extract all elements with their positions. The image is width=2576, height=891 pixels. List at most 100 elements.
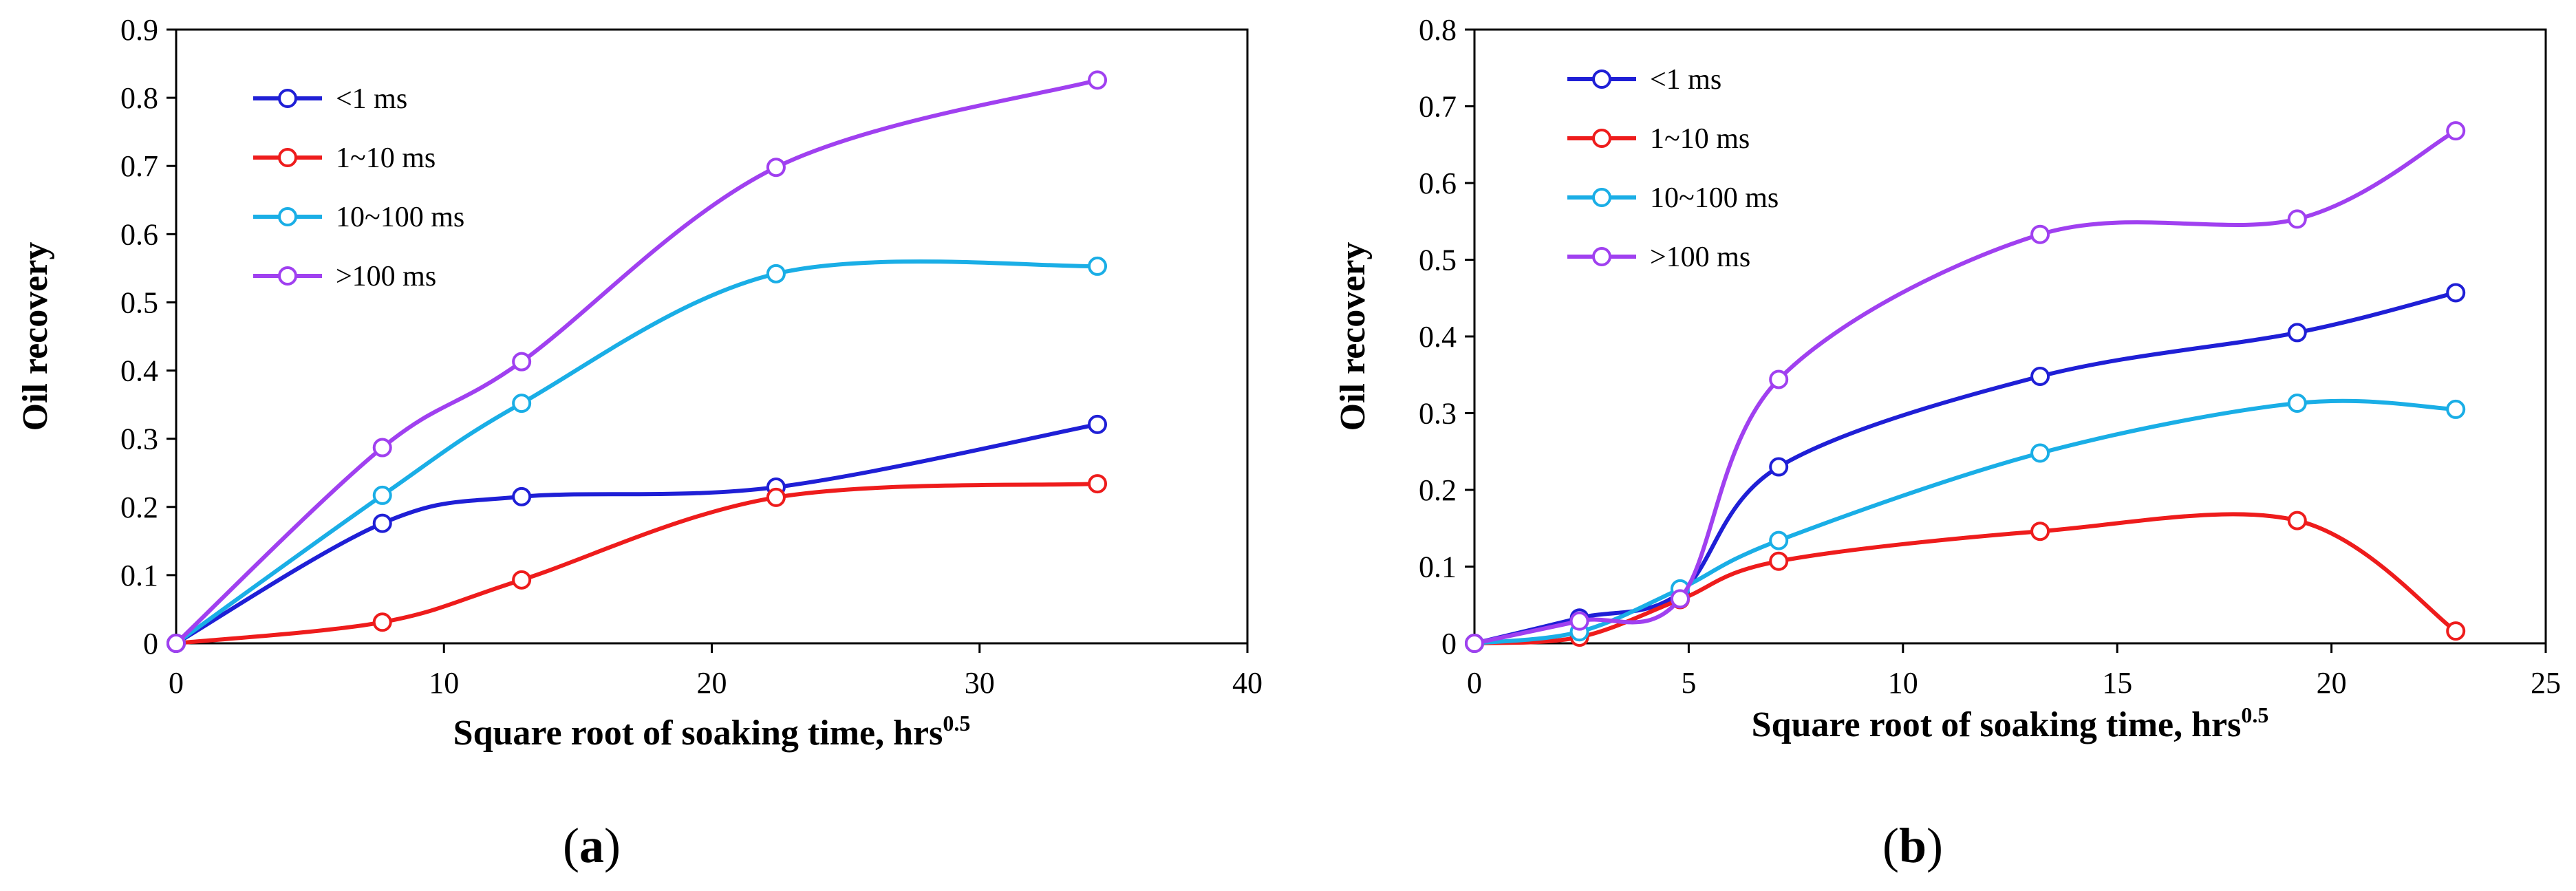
legend-label: 10~100 ms bbox=[1650, 182, 1779, 214]
panel-label-close: ) bbox=[1926, 818, 1943, 873]
x-tick-label: 15 bbox=[2102, 666, 2132, 700]
chart-panel-b: 0 5 10 15 20 25 0 0.1 0.2 0.3 0.4 0.5 0.6 0.7 0.8 Squar… bbox=[1333, 13, 2561, 873]
data-point-marker bbox=[1769, 530, 1789, 550]
series-line bbox=[1472, 290, 2458, 645]
data-point-marker bbox=[766, 487, 786, 507]
data-point-marker bbox=[372, 485, 392, 505]
x-axis-title-text: Square root of soaking time, hrs bbox=[1752, 705, 2242, 744]
legend-marker bbox=[278, 207, 297, 226]
data-point-marker bbox=[1465, 634, 1484, 653]
panel-label: (b) bbox=[1882, 818, 1943, 873]
x-axis-title-superscript: 0.5 bbox=[943, 711, 970, 736]
legend-marker bbox=[1592, 247, 1611, 266]
data-point-marker bbox=[512, 486, 532, 506]
x-tick-label: 10 bbox=[1888, 666, 1918, 700]
panel-label-letter: a bbox=[579, 818, 604, 873]
x-tick-label: 0 bbox=[169, 666, 184, 700]
data-point-marker bbox=[2446, 399, 2466, 419]
data-point-marker bbox=[1670, 589, 1690, 609]
legend-label: <1 ms bbox=[336, 83, 407, 115]
data-point-marker bbox=[1769, 551, 1789, 571]
y-tick-label: 0.3 bbox=[120, 422, 158, 456]
data-point-marker bbox=[2030, 443, 2050, 463]
y-tick-label: 0.2 bbox=[120, 491, 158, 524]
series-0 bbox=[167, 414, 1108, 653]
series-line bbox=[174, 259, 1100, 645]
x-tick-label: 20 bbox=[2317, 666, 2347, 700]
data-point-marker bbox=[2030, 224, 2050, 244]
data-point-marker bbox=[1088, 70, 1108, 90]
legend-label: >100 ms bbox=[1650, 241, 1750, 273]
series-line bbox=[1472, 512, 2458, 645]
y-tick-label: 0.5 bbox=[1419, 244, 1457, 277]
data-point-marker bbox=[2446, 121, 2466, 141]
panel-label: (a) bbox=[563, 818, 621, 873]
y-tick-label: 0.8 bbox=[1419, 13, 1457, 47]
legend-label: 1~10 ms bbox=[1650, 123, 1750, 155]
legend-label: 1~10 ms bbox=[336, 142, 436, 174]
series-line bbox=[174, 78, 1100, 645]
x-tick-label: 10 bbox=[429, 666, 459, 700]
legend: <1 ms 1~10 ms 10~100 ms >100 ms bbox=[253, 83, 464, 292]
x-tick-label: 40 bbox=[1232, 666, 1263, 700]
y-tick-label: 0.8 bbox=[120, 81, 158, 115]
data-point-marker bbox=[372, 612, 392, 632]
data-point-marker bbox=[1088, 414, 1108, 434]
data-point-marker bbox=[512, 570, 532, 590]
y-axis-title: Oil recovery bbox=[16, 242, 55, 431]
x-tick-label: 0 bbox=[1467, 666, 1482, 700]
data-point-marker bbox=[2446, 621, 2466, 641]
data-point-marker bbox=[1569, 611, 1589, 631]
data-point-marker bbox=[1769, 457, 1789, 477]
series-line bbox=[1472, 129, 2458, 645]
x-tick-label: 20 bbox=[697, 666, 727, 700]
y-tick-label: 0.9 bbox=[120, 13, 158, 47]
y-tick-label: 0.3 bbox=[1419, 397, 1457, 431]
series-2 bbox=[167, 256, 1108, 653]
y-tick-label: 0 bbox=[1441, 627, 1457, 661]
data-point-marker bbox=[372, 438, 392, 458]
legend-label: 10~100 ms bbox=[336, 202, 464, 233]
y-tick-label: 0.4 bbox=[120, 354, 158, 388]
data-point-marker bbox=[512, 352, 532, 372]
data-point-marker bbox=[766, 158, 786, 178]
data-point-marker bbox=[2287, 394, 2307, 414]
data-point-marker bbox=[372, 513, 392, 533]
panel-label-open: ( bbox=[563, 818, 579, 873]
y-tick-label: 0.1 bbox=[1419, 550, 1457, 584]
panel-label-close: ) bbox=[604, 818, 621, 873]
x-axis-title-text: Square root of soaking time, hrs bbox=[453, 713, 943, 753]
legend-label: <1 ms bbox=[1650, 64, 1721, 96]
legend-marker bbox=[278, 266, 297, 286]
x-axis-title: Square root of soaking time, hrs0.5 bbox=[1752, 702, 2269, 744]
y-tick-label: 0.7 bbox=[120, 149, 158, 183]
data-point-marker bbox=[1088, 474, 1108, 494]
series-line bbox=[174, 482, 1100, 645]
legend-marker bbox=[1592, 188, 1611, 207]
data-point-marker bbox=[1088, 256, 1108, 276]
series-3 bbox=[1465, 121, 2466, 653]
x-tick-label: 25 bbox=[2531, 666, 2561, 700]
series-line bbox=[174, 422, 1100, 645]
y-tick-label: 0 bbox=[143, 627, 158, 661]
y-tick-label: 0.4 bbox=[1419, 320, 1457, 354]
y-tick-label: 0.2 bbox=[1419, 473, 1457, 507]
plot-area-border bbox=[1473, 28, 2547, 645]
legend-marker bbox=[1592, 69, 1611, 89]
y-axis-title: Oil recovery bbox=[1333, 242, 1373, 431]
data-point-marker bbox=[2287, 323, 2307, 343]
plot-area-border bbox=[175, 28, 1249, 645]
data-point-marker bbox=[2287, 511, 2307, 530]
data-point-marker bbox=[2287, 209, 2307, 229]
data-point-marker bbox=[2030, 522, 2050, 541]
y-tick-label: 0.6 bbox=[120, 217, 158, 251]
legend: <1 ms 1~10 ms 10~100 ms >100 ms bbox=[1567, 64, 1779, 273]
y-tick-label: 0.6 bbox=[1419, 167, 1457, 200]
chart-panel-a: 0 10 20 30 40 0 0.1 0.2 0.3 0.4 0.5 0.6 0.7 0.8 0.9 Squ… bbox=[16, 13, 1263, 873]
legend-marker bbox=[1592, 129, 1611, 148]
data-point-marker bbox=[167, 634, 186, 653]
legend-marker bbox=[278, 89, 297, 108]
series-1 bbox=[1465, 511, 2466, 653]
panel-label-open: ( bbox=[1882, 818, 1899, 873]
